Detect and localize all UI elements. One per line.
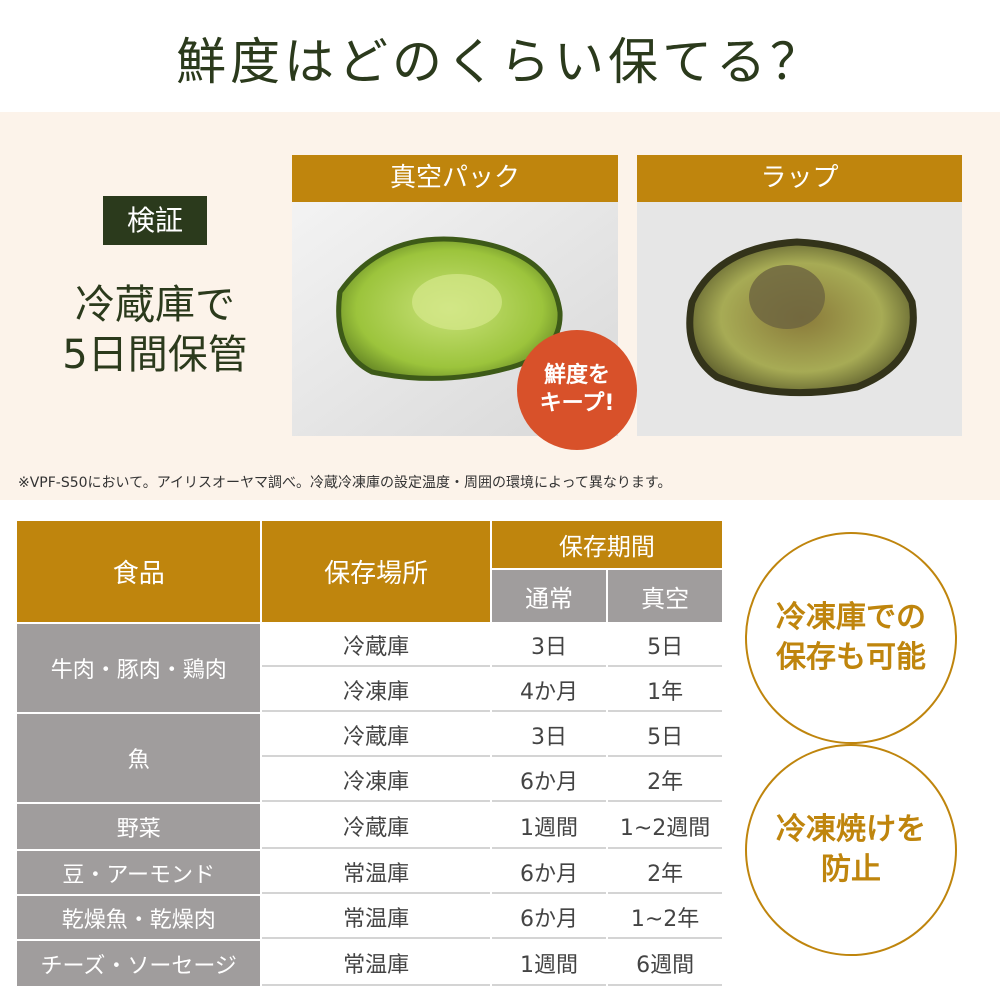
wrap-label: ラップ — [637, 155, 962, 202]
food-cell: 豆・アーモンド — [17, 851, 261, 894]
freezer-burn-badge: 冷凍焼けを 防止 — [745, 744, 957, 956]
food-cell: 乾燥魚・乾燥肉 — [17, 896, 261, 939]
place-cell: 常温庫 — [262, 896, 490, 939]
stamp-line-1: 鮮度を — [543, 363, 610, 388]
circle-1-line-2: 保存も可能 — [776, 640, 926, 675]
vacuum-cell: 5日 — [608, 624, 722, 667]
test-line-1: 冷蔵庫で — [75, 282, 235, 328]
table-row: 冷凍庫 4か月 1年 — [17, 669, 722, 712]
normal-cell: 6か月 — [491, 896, 607, 939]
normal-cell: 3日 — [491, 714, 607, 757]
vacuum-cell: 2年 — [608, 759, 722, 802]
header-period: 保存期間 — [491, 521, 722, 568]
place-cell: 冷蔵庫 — [262, 804, 490, 849]
vacuum-pack-label: 真空パック — [292, 155, 618, 202]
header-normal: 通常 — [491, 570, 607, 622]
header-place: 保存場所 — [262, 521, 490, 622]
place-cell: 冷凍庫 — [262, 669, 490, 712]
footnote: ※VPF-S50において。アイリスオーヤマ調べ。冷蔵冷凍庫の設定温度・周囲の環境… — [18, 475, 672, 491]
circle-2-line-2: 防止 — [821, 852, 881, 887]
normal-cell: 3日 — [491, 624, 607, 667]
vacuum-cell: 2年 — [608, 851, 722, 894]
storage-table: 食品 保存場所 保存期間 通常 真空 牛肉・豚肉・鶏肉 冷蔵庫 3日 5日 冷凍庫 4か月… — [15, 519, 724, 988]
vacuum-cell: 1~2年 — [608, 896, 722, 939]
table-row: 豆・アーモンド 常温庫 6か月 2年 — [17, 851, 722, 894]
wrap-avocado-photo — [637, 202, 962, 436]
table-row: チーズ・ソーセージ 常温庫 1週間 6週間 — [17, 941, 722, 986]
header-food: 食品 — [17, 521, 261, 622]
food-cell: チーズ・ソーセージ — [17, 941, 261, 986]
table-row: 牛肉・豚肉・鶏肉 冷蔵庫 3日 5日 — [17, 624, 722, 712]
page-title: 鮮度はどのくらい保てる？ — [176, 33, 824, 91]
test-line-2: 5日間保管 — [62, 332, 248, 378]
normal-cell: 6か月 — [491, 851, 607, 894]
freezer-storage-badge: 冷凍庫での 保存も可能 — [745, 532, 957, 744]
table-row: 野菜 冷蔵庫 1週間 1~2週間 — [17, 804, 722, 849]
place-cell: 冷凍庫 — [262, 759, 490, 802]
vacuum-cell: 1~2週間 — [608, 804, 722, 849]
place-cell: 冷蔵庫 — [262, 714, 490, 757]
normal-cell: 6か月 — [491, 759, 607, 802]
food-cell: 野菜 — [17, 804, 261, 849]
circle-2-line-1: 冷凍焼けを — [776, 812, 926, 847]
place-cell: 常温庫 — [262, 941, 490, 986]
header-vacuum: 真空 — [608, 570, 722, 622]
normal-cell: 1週間 — [491, 804, 607, 849]
place-cell: 冷蔵庫 — [262, 624, 490, 667]
vacuum-cell: 5日 — [608, 714, 722, 757]
table-row: 乾燥魚・乾燥肉 常温庫 6か月 1~2年 — [17, 896, 722, 939]
circle-1-line-1: 冷凍庫での — [776, 600, 926, 635]
stamp-line-2: キープ! — [539, 391, 615, 416]
place-cell: 常温庫 — [262, 851, 490, 894]
vacuum-cell: 6週間 — [608, 941, 722, 986]
food-cell: 魚 — [17, 714, 261, 802]
normal-cell: 4か月 — [491, 669, 607, 712]
table-row: 魚冷蔵庫 3日 5日 — [17, 714, 722, 802]
food-cell: 牛肉・豚肉・鶏肉 — [17, 624, 261, 712]
test-badge: 検証 — [103, 196, 207, 245]
vacuum-cell: 1年 — [608, 669, 722, 712]
normal-cell: 1週間 — [491, 941, 607, 986]
table-row: 冷凍庫 6か月 2年 — [17, 759, 722, 802]
keep-freshness-stamp: 鮮度を キープ! — [517, 330, 637, 450]
